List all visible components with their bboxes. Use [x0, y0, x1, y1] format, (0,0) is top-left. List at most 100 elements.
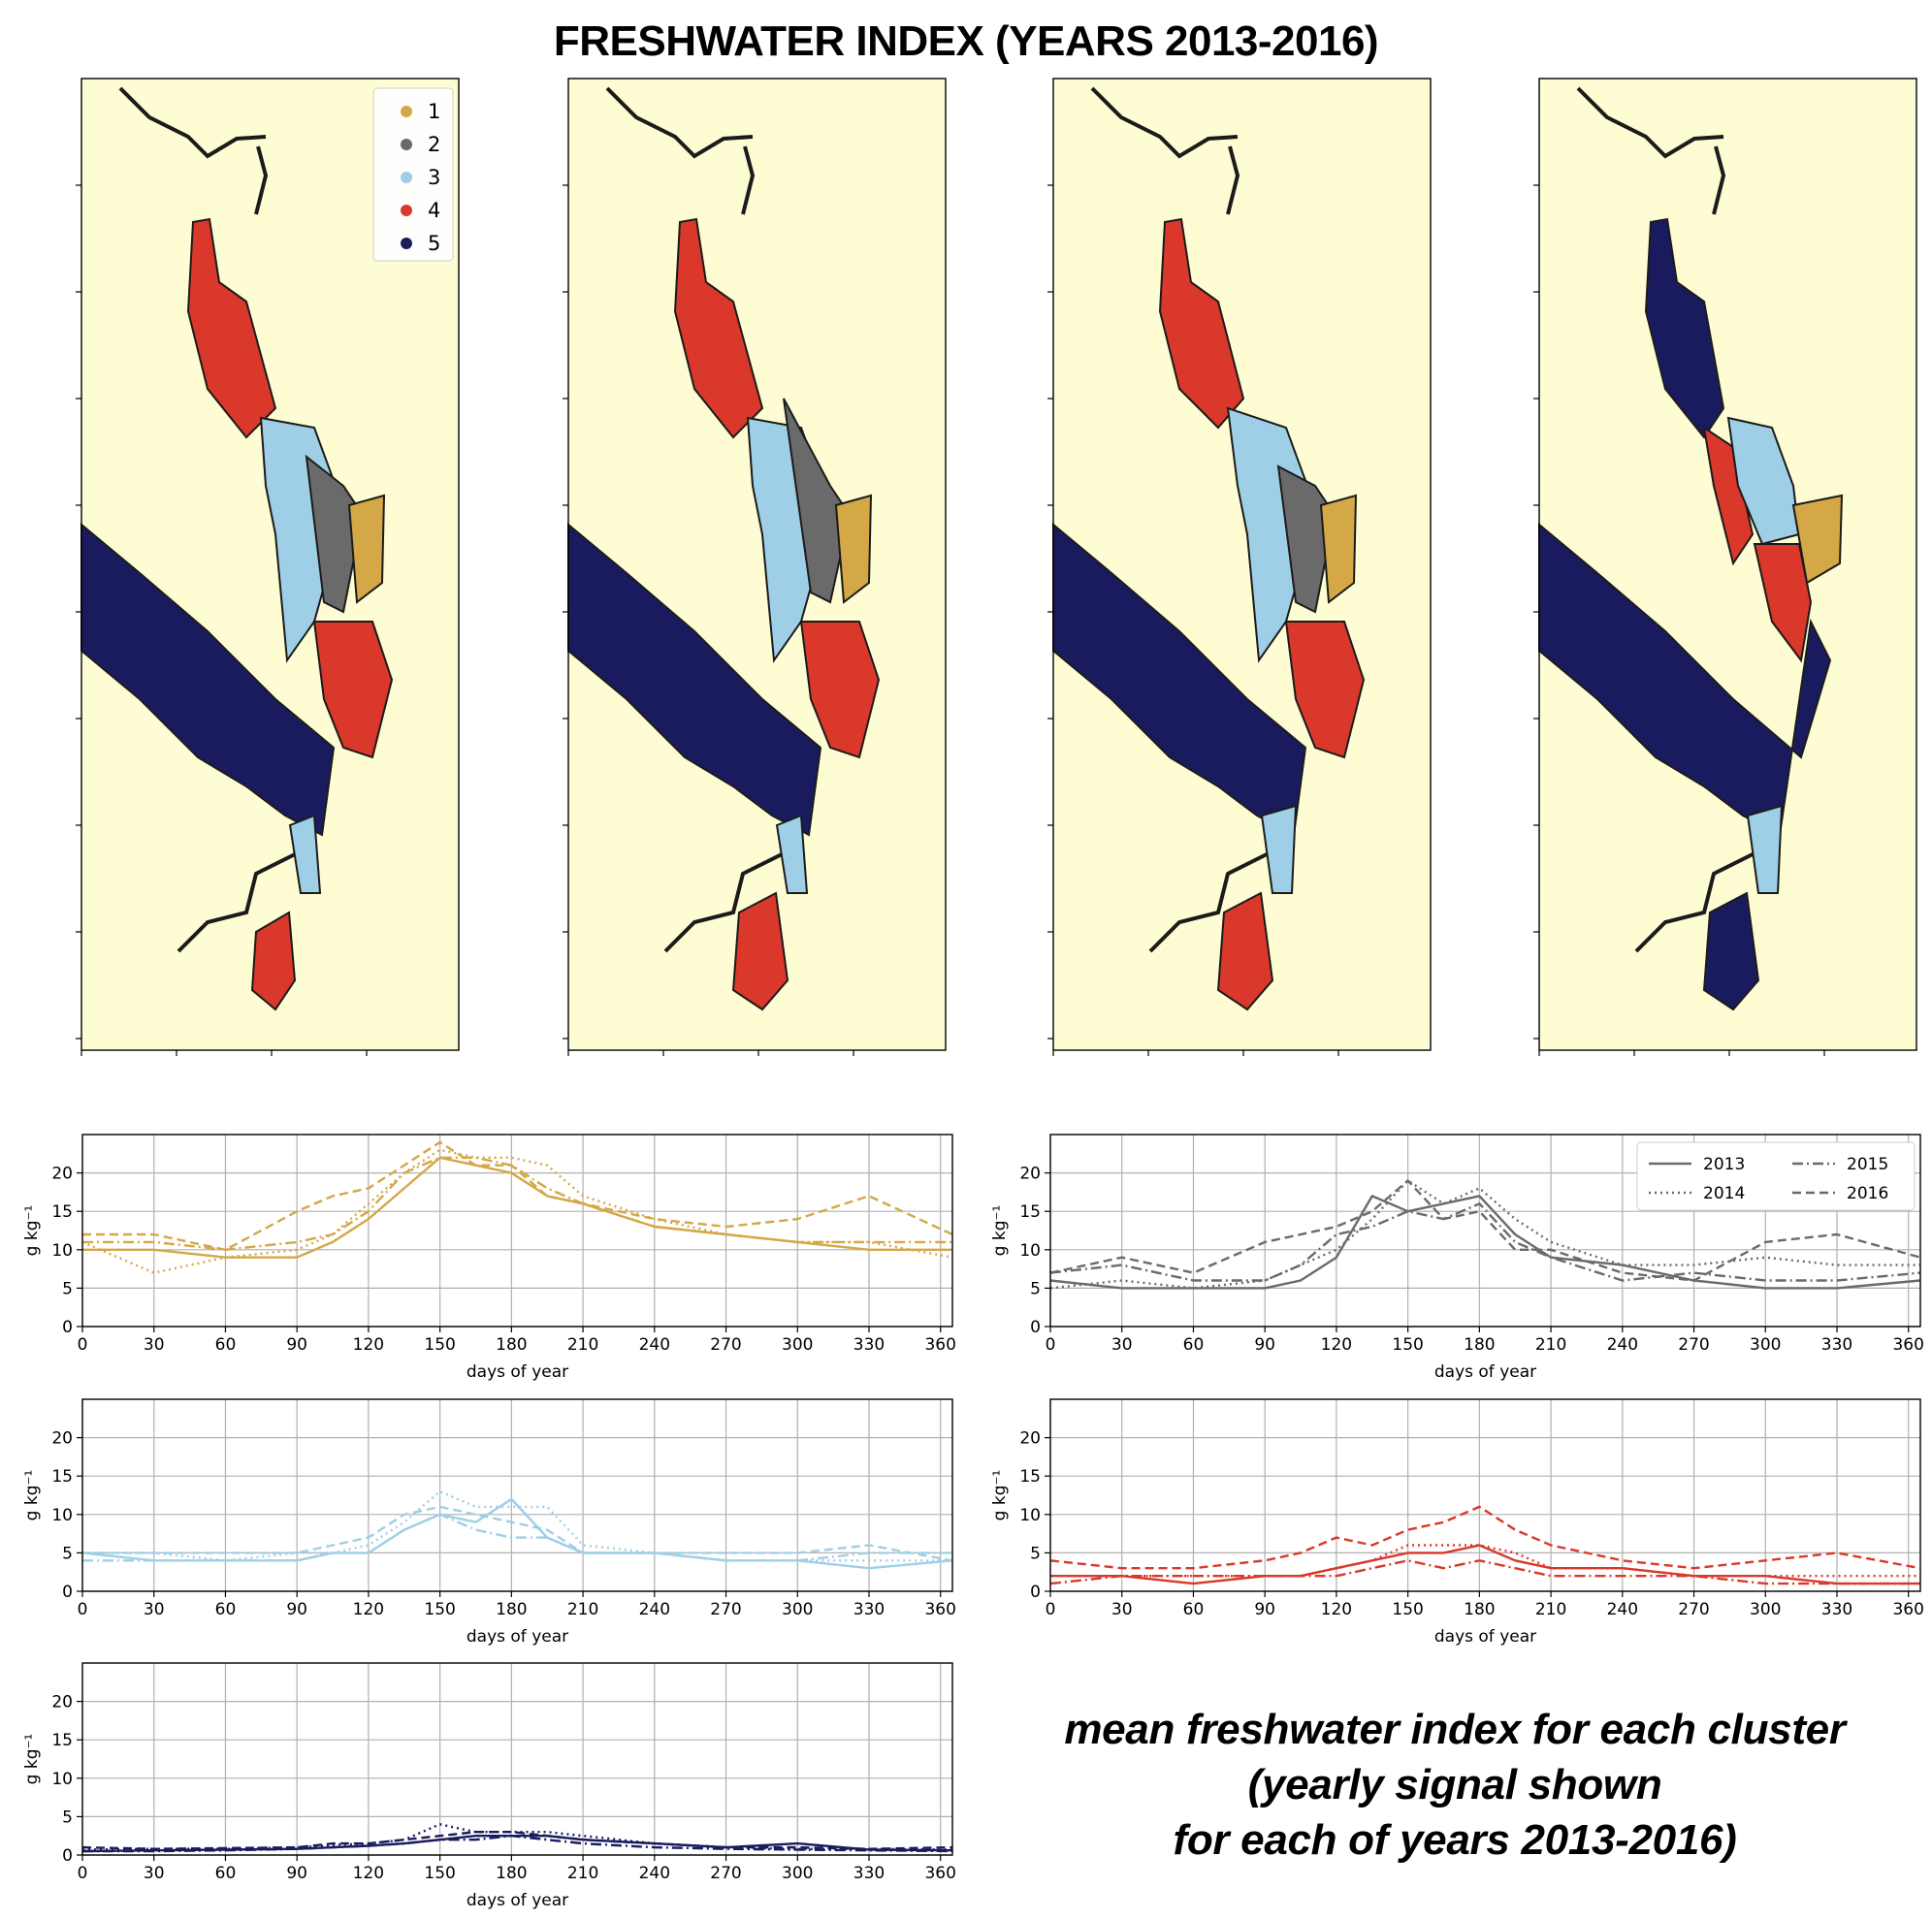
- series-line-dashed: [82, 1140, 953, 1252]
- x-tick-label: 240: [1607, 1335, 1638, 1355]
- x-tick-label: 60: [215, 1600, 237, 1619]
- cluster-3-region: [1260, 804, 1298, 894]
- channel-line: [741, 145, 756, 215]
- cluster-2-chart: 0 30 60 90 120 150 180 210 240 270 300 330 360 0 5 10 15…: [987, 1125, 1932, 1382]
- x-tick-label: 180: [1464, 1600, 1495, 1619]
- x-tick-label: 330: [853, 1600, 885, 1619]
- x-tick-label: 240: [639, 1600, 670, 1619]
- x-axis-label: days of year: [467, 1362, 568, 1382]
- cluster-4-region: [673, 217, 764, 439]
- cluster-4-region: [312, 621, 394, 759]
- y-tick-label: 5: [1030, 1279, 1041, 1298]
- x-axis-label: days of year: [1434, 1362, 1536, 1382]
- legend-label: 3: [428, 166, 440, 189]
- land-background: [1053, 79, 1431, 1050]
- plot-frame: [81, 1662, 953, 1856]
- map-svg: 1 2 3 4 5: [76, 78, 460, 1056]
- x-tick-label: 150: [424, 1864, 455, 1883]
- y-tick-label: 15: [1019, 1467, 1041, 1487]
- map-frame: [80, 78, 460, 1051]
- map-panel-2015: [1047, 78, 1432, 1056]
- x-tick-label: 330: [1821, 1600, 1852, 1619]
- x-tick-label: 300: [782, 1600, 813, 1619]
- x-axis-label: days of year: [467, 1627, 568, 1647]
- y-tick-label: 20: [51, 1429, 73, 1449]
- legend-marker-5: [401, 238, 412, 249]
- x-tick-label: 240: [1607, 1600, 1638, 1619]
- y-tick-label: 15: [51, 1731, 73, 1750]
- x-tick-label: 360: [1892, 1600, 1923, 1619]
- series-line-dotted: [1049, 1179, 1920, 1290]
- map-frame: [1538, 78, 1917, 1051]
- x-tick-label: 270: [1678, 1335, 1709, 1355]
- y-axis-label: g kg⁻¹: [990, 1470, 1010, 1521]
- series-line-dashed: [1049, 1179, 1921, 1282]
- x-axis-label: days of year: [467, 1891, 568, 1910]
- series-line-dashed: [1049, 1505, 1921, 1570]
- x-tick-label: 120: [353, 1864, 384, 1883]
- channel-line: [1226, 145, 1240, 215]
- cluster-1-region: [834, 494, 873, 604]
- cluster-4-region: [1753, 543, 1813, 663]
- x-tick-label: 30: [1111, 1600, 1133, 1619]
- x-tick-label: 300: [1750, 1335, 1781, 1355]
- y-tick-label: 0: [62, 1846, 73, 1866]
- channel-line: [1090, 86, 1239, 159]
- x-tick-label: 300: [1750, 1600, 1781, 1619]
- y-tick-label: 0: [1030, 1318, 1041, 1337]
- x-tick-label: 180: [496, 1600, 527, 1619]
- x-tick-label: 270: [710, 1335, 741, 1355]
- x-tick-label: 60: [1183, 1335, 1205, 1355]
- x-tick-label: 360: [924, 1864, 955, 1883]
- legend-marker-2: [401, 139, 412, 150]
- cluster-3-region: [775, 814, 809, 894]
- legend-year-label: 2014: [1703, 1184, 1745, 1203]
- x-tick-label: 60: [215, 1864, 237, 1883]
- series-line-dashdot: [82, 1156, 952, 1252]
- x-tick-label: 240: [639, 1335, 670, 1355]
- y-tick-label: 5: [1030, 1544, 1041, 1563]
- series-line-dashdot: [1049, 1202, 1921, 1282]
- map-panel-2016: [1533, 78, 1917, 1056]
- figure-title: FRESHWATER INDEX (YEARS 2013-2016): [553, 17, 1379, 65]
- x-tick-label: 300: [782, 1864, 813, 1883]
- map-svg: [1533, 78, 1917, 1056]
- x-tick-label: 360: [1892, 1335, 1923, 1355]
- series-line-dashdot: [1049, 1559, 1920, 1585]
- chart-svg: 0 30 60 90 120 150 180 210 240 270 300 330 360 0 5 10 15…: [990, 1134, 1924, 1382]
- y-tick-label: 5: [62, 1544, 73, 1563]
- year-legend-box: [1636, 1141, 1916, 1211]
- series-line-solid: [1049, 1195, 1921, 1290]
- x-tick-label: 330: [853, 1864, 885, 1883]
- y-tick-label: 10: [51, 1241, 73, 1261]
- cluster-4-region: [250, 911, 297, 1011]
- channel-line: [605, 86, 754, 159]
- y-tick-label: 10: [51, 1506, 73, 1525]
- channel-line: [1576, 86, 1724, 159]
- x-tick-label: 270: [1678, 1600, 1709, 1619]
- x-tick-label: 0: [78, 1335, 88, 1355]
- map-panel-2013: 1 2 3 4 5: [76, 78, 460, 1056]
- x-tick-label: 300: [782, 1335, 813, 1355]
- cluster-4-region: [186, 217, 277, 439]
- legend-label: 5: [428, 232, 440, 255]
- x-tick-label: 0: [1046, 1335, 1056, 1355]
- cluster-3-region: [288, 814, 322, 894]
- x-tick-label: 150: [424, 1335, 455, 1355]
- x-tick-label: 210: [567, 1864, 598, 1883]
- legend-marker-3: [401, 172, 412, 183]
- x-tick-label: 240: [639, 1864, 670, 1883]
- legend-year-label: 2015: [1847, 1155, 1888, 1174]
- x-tick-label: 330: [1821, 1335, 1852, 1355]
- y-tick-label: 20: [1019, 1165, 1041, 1184]
- map-frame: [1052, 78, 1432, 1051]
- cluster-3-chart: 0 30 60 90 120 150 180 210 240 270 300 330 360 0 5 10 15…: [19, 1390, 970, 1647]
- y-axis-label: g kg⁻¹: [22, 1734, 42, 1785]
- plot-frame: [1049, 1134, 1921, 1328]
- chart-svg: 0 30 60 90 120 150 180 210 240 270 300 330 360 0 5 10 15…: [22, 1662, 956, 1910]
- caption-line: for each of years 2013-2016): [1173, 1816, 1737, 1864]
- cluster-1-chart: 0 30 60 90 120 150 180 210 240 270 300 330 360 0 5 10 15…: [19, 1125, 970, 1382]
- cluster-4-region: [1216, 891, 1274, 1011]
- figure-caption: mean freshwater index for each cluster (…: [989, 1702, 1920, 1868]
- x-tick-label: 120: [1321, 1600, 1352, 1619]
